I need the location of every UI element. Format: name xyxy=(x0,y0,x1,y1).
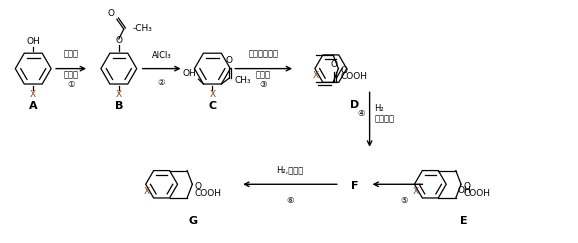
Text: X: X xyxy=(313,71,319,80)
Text: X: X xyxy=(209,90,216,99)
Text: D: D xyxy=(350,100,360,110)
Text: O: O xyxy=(108,9,115,18)
Text: X: X xyxy=(412,187,418,196)
Text: COOH: COOH xyxy=(463,189,490,198)
Text: O: O xyxy=(226,56,233,65)
Text: OH: OH xyxy=(27,37,40,46)
Text: 乙酸钓: 乙酸钓 xyxy=(255,70,271,80)
Text: O: O xyxy=(340,66,347,75)
Text: AlCl₃: AlCl₃ xyxy=(152,51,172,60)
Text: C: C xyxy=(208,101,216,111)
Text: COOH: COOH xyxy=(194,189,221,198)
Text: O: O xyxy=(463,182,470,191)
Text: O: O xyxy=(331,61,338,69)
Text: ③: ③ xyxy=(260,80,267,89)
Text: G: G xyxy=(189,216,198,226)
Text: ①: ① xyxy=(67,80,75,89)
Text: 乙酸邘: 乙酸邘 xyxy=(64,50,79,59)
Text: H₂,催化剂: H₂,催化剂 xyxy=(276,165,303,174)
Text: 激硫酸: 激硫酸 xyxy=(64,70,79,80)
Text: E: E xyxy=(460,216,468,226)
Text: X: X xyxy=(143,187,150,196)
Text: OH: OH xyxy=(458,186,472,195)
Text: A: A xyxy=(29,101,38,111)
Text: ⑤: ⑤ xyxy=(401,196,408,205)
Text: 钒催化，: 钒催化， xyxy=(375,114,395,123)
Text: COOH: COOH xyxy=(340,72,368,81)
Text: O: O xyxy=(194,182,201,191)
Text: H₂: H₂ xyxy=(375,104,384,113)
Text: X: X xyxy=(116,90,122,99)
Text: OH: OH xyxy=(183,69,197,78)
Text: ⑥: ⑥ xyxy=(286,196,294,205)
Text: O: O xyxy=(116,36,123,45)
Text: B: B xyxy=(114,101,123,111)
Text: 乙二酸二乙酯: 乙二酸二乙酯 xyxy=(248,50,278,59)
Text: CH₃: CH₃ xyxy=(234,76,251,85)
Text: X: X xyxy=(30,90,36,99)
Text: ④: ④ xyxy=(357,109,365,118)
Text: -CH₃: -CH₃ xyxy=(133,24,153,33)
Text: ②: ② xyxy=(158,78,165,87)
Text: F: F xyxy=(351,181,358,191)
